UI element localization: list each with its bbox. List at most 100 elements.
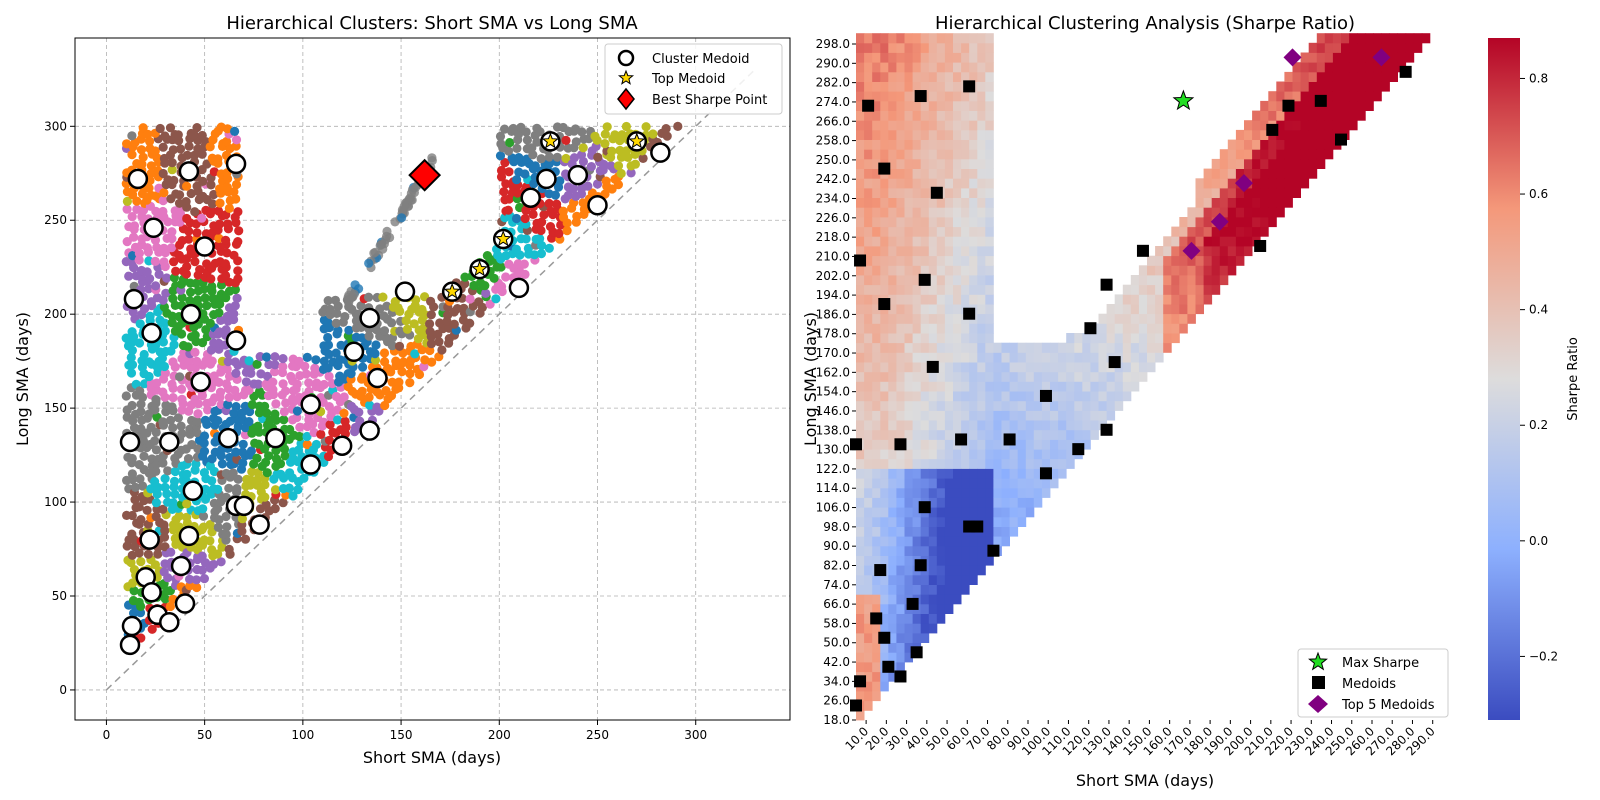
heatmap-cell xyxy=(977,139,986,150)
heatmap-cell xyxy=(880,284,889,295)
heatmap-cell xyxy=(1349,52,1358,63)
heatmap-cell xyxy=(1066,352,1075,363)
heatmap-cell xyxy=(1050,478,1059,489)
heatmap-cell xyxy=(944,371,954,382)
heatmap-cell xyxy=(904,275,913,286)
y-tick-label: 138.0 xyxy=(816,423,850,437)
heatmap-cell xyxy=(944,158,954,169)
heatmap-cell xyxy=(1147,313,1156,324)
heatmap-cell xyxy=(993,410,1002,421)
heatmap-cell xyxy=(904,129,913,140)
cluster-point xyxy=(270,485,281,495)
cluster-point xyxy=(279,407,289,417)
heatmap-cell xyxy=(961,352,970,363)
heatmap-cell xyxy=(856,342,865,353)
heatmap-cell xyxy=(1098,410,1107,421)
heatmap-cell xyxy=(888,100,897,111)
medoid-square xyxy=(971,520,984,533)
heatmap-cell xyxy=(1106,391,1116,402)
heatmap-cell xyxy=(912,52,922,63)
heatmap-cell xyxy=(944,313,954,324)
heatmap-cell xyxy=(888,42,897,53)
heatmap-cell xyxy=(864,226,873,237)
heatmap-cell xyxy=(856,526,865,537)
heatmap-cell xyxy=(961,323,970,334)
top-medoid-star xyxy=(628,132,646,149)
heatmap-cell xyxy=(1195,236,1204,247)
heatmap-cell xyxy=(880,478,889,489)
heatmap-cell xyxy=(1349,62,1358,73)
cluster-point xyxy=(121,391,131,401)
heatmap-cell xyxy=(856,613,865,624)
heatmap-cell xyxy=(1244,120,1253,131)
heatmap-cell xyxy=(912,574,922,585)
cluster-point xyxy=(554,228,564,239)
heatmap-cell xyxy=(961,497,970,508)
cluster-point xyxy=(284,483,294,493)
heatmap-cell xyxy=(953,516,962,527)
cluster-point xyxy=(331,391,341,402)
heatmap-cell xyxy=(872,623,881,634)
heatmap-cell xyxy=(1163,246,1172,257)
cluster-point xyxy=(152,378,162,388)
top-medoid-star xyxy=(494,230,512,247)
heatmap-cell xyxy=(896,516,905,527)
heatmap-cell xyxy=(1017,487,1027,498)
cluster-medoid xyxy=(170,555,192,577)
heatmap-cell xyxy=(872,526,881,537)
heatmap-cell xyxy=(1001,371,1010,382)
cluster-point xyxy=(379,326,390,336)
cluster-point xyxy=(311,355,321,365)
heatmap-cell xyxy=(953,342,962,353)
heatmap-cell xyxy=(1090,381,1099,392)
heatmap-cell xyxy=(1300,139,1310,150)
cluster-point xyxy=(261,352,272,362)
cluster-point xyxy=(213,522,223,533)
heatmap-cell xyxy=(856,429,865,440)
cluster-point xyxy=(151,466,161,476)
cluster-point xyxy=(199,438,209,448)
heatmap-cell xyxy=(864,52,873,63)
heatmap-cell xyxy=(888,207,897,218)
heatmap-cell xyxy=(1009,497,1019,508)
heatmap-cell xyxy=(912,526,922,537)
heatmap-cell xyxy=(1357,62,1366,73)
heatmap-cell xyxy=(1227,178,1237,189)
heatmap-cell xyxy=(872,217,881,228)
heatmap-cell xyxy=(1276,158,1285,169)
cluster-point xyxy=(224,392,234,402)
heatmap-cell xyxy=(953,565,962,576)
legend-max-sharpe-label: Max Sharpe xyxy=(1342,656,1419,671)
heatmap-cell xyxy=(1219,275,1229,286)
heatmap-cell xyxy=(944,507,954,518)
heatmap-cell xyxy=(904,391,913,402)
heatmap-cell xyxy=(1098,313,1107,324)
heatmap-cell xyxy=(1058,391,1067,402)
heatmap-cell xyxy=(928,313,938,324)
heatmap-cell xyxy=(888,120,897,131)
heatmap-cell xyxy=(880,139,889,150)
cluster-point xyxy=(138,481,148,491)
cluster-point xyxy=(378,292,388,302)
heatmap-cell xyxy=(864,91,873,102)
heatmap-cell xyxy=(936,381,946,392)
heatmap-cell xyxy=(1106,323,1116,334)
heatmap-cell xyxy=(928,420,938,431)
y-tick-label: 74.0 xyxy=(823,578,850,592)
cluster-point xyxy=(208,559,219,570)
cluster-point xyxy=(127,327,137,337)
cluster-point xyxy=(512,188,523,198)
heatmap-cell xyxy=(961,410,970,421)
heatmap-cell xyxy=(920,371,930,382)
heatmap-cell xyxy=(1211,236,1221,247)
diagonal-reference-line xyxy=(105,69,756,691)
heatmap-cell xyxy=(912,139,922,150)
heatmap-cell xyxy=(912,217,922,228)
heatmap-cell xyxy=(872,139,881,150)
y-tick-label: 202.0 xyxy=(816,269,850,283)
heatmap-cell xyxy=(880,323,889,334)
heatmap-cell xyxy=(1163,333,1172,344)
heatmap-cell xyxy=(1252,226,1261,237)
cluster-medoid xyxy=(217,427,239,449)
